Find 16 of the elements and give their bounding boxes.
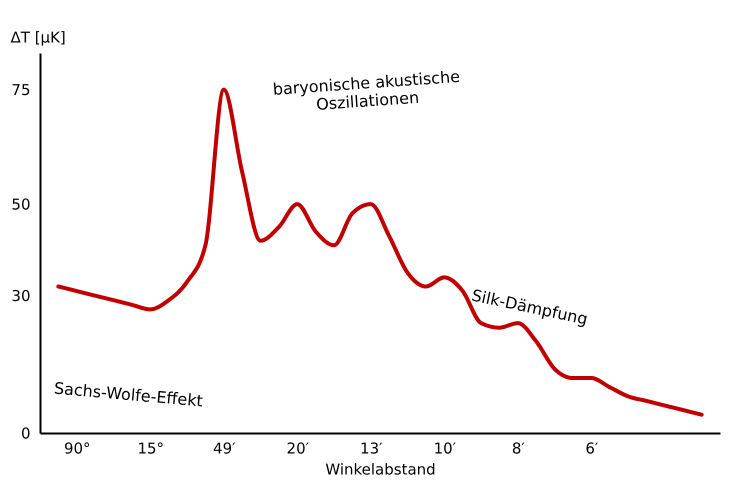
x-axis-title: Winkelabstand <box>325 460 436 478</box>
x-tick-label: 90° <box>64 440 91 458</box>
annotation: baryonische akustische Oszillationen <box>272 66 461 114</box>
x-tick-label: 13′ <box>360 440 384 458</box>
x-tick-label: 20′ <box>286 440 310 458</box>
y-tick-label: 75 <box>11 81 30 100</box>
y-axis-title: ΔT [µK] <box>10 28 66 46</box>
annotation: Sachs-Wolfe-Effekt <box>53 378 204 410</box>
y-tick-label: 50 <box>11 196 30 214</box>
x-tick-label: 10′ <box>434 440 457 458</box>
y-tick-label: 30 <box>11 287 30 306</box>
x-tick-label: 6′ <box>585 440 599 458</box>
x-tick-label: 15° <box>137 440 164 458</box>
y-tick-label: 0 <box>20 424 30 442</box>
x-tick-label: 8′ <box>512 440 526 458</box>
x-tick-label: 49′ <box>213 440 236 458</box>
